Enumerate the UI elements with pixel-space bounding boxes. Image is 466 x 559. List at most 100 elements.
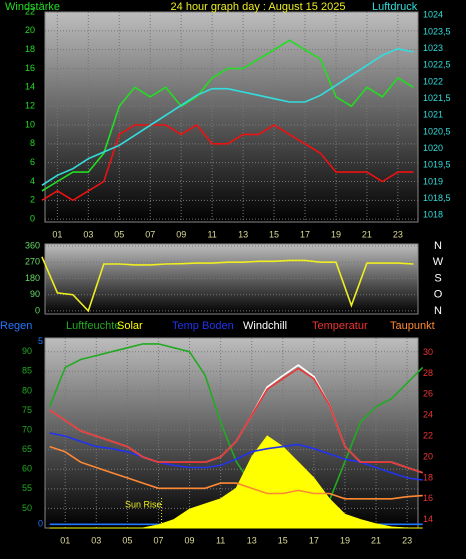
y2-tick-label: N	[434, 240, 442, 252]
y-tick-label: 16	[25, 63, 35, 73]
y2-tick-label: 1018	[423, 210, 443, 220]
y2-tick-label: 1020,5	[423, 126, 451, 136]
y2-tick-label: 1019	[423, 176, 443, 186]
y2-tick-label: 16	[423, 493, 433, 503]
y2-tick-label: 24	[423, 410, 433, 420]
x-tick-label: 17	[309, 535, 319, 545]
x-tick-label: 09	[176, 229, 186, 239]
y2-tick-label: 1019,5	[423, 160, 451, 170]
y-tick-label: 85	[22, 366, 32, 376]
chart-title: 24 hour graph day : August 15 2025	[171, 1, 346, 13]
y2-tick-label: 26	[423, 389, 433, 399]
y2-tick-label: S	[434, 272, 441, 284]
x-tick-label: 01	[52, 229, 62, 239]
y2-tick-label: O	[434, 289, 443, 301]
x-tick-label: 23	[402, 535, 412, 545]
series-line	[41, 123, 414, 202]
x-tick-label: 09	[185, 535, 195, 545]
x-tick-label: 07	[145, 229, 155, 239]
y-tick-label: 70	[22, 424, 32, 434]
y2-tick-label: 1023,5	[423, 26, 451, 36]
y-tick-label: 0	[30, 214, 35, 224]
y-tick-label: 55	[22, 483, 32, 493]
y-tick-label: 180	[25, 273, 40, 283]
y-tick-label: 4	[30, 176, 35, 186]
y-tick-label: 22	[25, 6, 35, 16]
series-line	[49, 445, 423, 500]
y2-tick-label: 1022	[423, 76, 443, 86]
x-tick-label: 19	[340, 535, 350, 545]
x-tick-label: 15	[278, 535, 288, 545]
y2-tick-label: 30	[423, 347, 433, 357]
y2-tick-label: 1021	[423, 110, 443, 120]
y-tick-label: 8	[30, 138, 35, 148]
series-line	[41, 256, 414, 313]
x-tick-label: 03	[83, 229, 93, 239]
y3-tick-label: 0	[38, 519, 43, 529]
x-tick-label: 21	[362, 229, 372, 239]
x-tick-label: 13	[247, 535, 257, 545]
annotation: Sun Rise	[125, 499, 162, 509]
y2-tick-label: 20	[423, 451, 433, 461]
y-tick-label: 14	[25, 82, 35, 92]
x-tick-label: 05	[122, 535, 132, 545]
legend-entry: Taupunkt	[390, 320, 435, 332]
y-tick-label: 60	[22, 464, 32, 474]
series-line	[49, 367, 423, 474]
series-line	[41, 47, 414, 186]
y2-tick-label: 1023	[423, 43, 443, 53]
x-tick-label: 03	[91, 535, 101, 545]
y2-axis-label: Luftdruck	[372, 1, 418, 13]
y-tick-label: 2	[30, 195, 35, 205]
x-tick-label: 17	[300, 229, 310, 239]
x-tick-label: 19	[331, 229, 341, 239]
y-tick-label: 80	[22, 385, 32, 395]
y-axis-label: Windstärke	[5, 1, 60, 13]
y-tick-label: 6	[30, 157, 35, 167]
y-tick-label: 18	[25, 44, 35, 54]
y-tick-label: 270	[25, 257, 40, 267]
y2-tick-label: 18	[423, 472, 433, 482]
x-tick-label: 11	[216, 535, 225, 545]
y2-tick-label: N	[434, 305, 442, 317]
x-tick-label: 01	[60, 535, 70, 545]
y-tick-label: 360	[25, 240, 40, 250]
y-tick-label: 12	[25, 101, 35, 111]
x-tick-label: 21	[371, 535, 381, 545]
legend-entry: Luftfeuchte	[66, 320, 120, 332]
y2-tick-label: 28	[423, 368, 433, 378]
x-tick-label: 23	[393, 229, 403, 239]
x-tick-label: 15	[269, 229, 279, 239]
y-tick-label: 75	[22, 405, 32, 415]
solar-area	[49, 435, 423, 529]
legend-entry: Solar	[117, 320, 143, 332]
series-line	[48, 343, 424, 526]
y-tick-label: 50	[22, 503, 32, 513]
y-tick-label: 10	[25, 119, 35, 129]
y-tick-label: 90	[22, 346, 32, 356]
x-tick-label: 11	[207, 229, 216, 239]
series-line	[41, 39, 414, 192]
y2-tick-label: 14	[423, 514, 433, 524]
y2-tick-label: 22	[423, 431, 433, 441]
x-tick-label: 13	[238, 229, 248, 239]
legend-entry: Windchill	[243, 320, 287, 332]
y-tick-label: 0	[35, 305, 40, 315]
y2-tick-label: 1022,5	[423, 60, 451, 70]
y2-tick-label: 1020	[423, 143, 443, 153]
legend-entry: Regen	[0, 320, 32, 332]
y2-tick-label: 1018,5	[423, 193, 451, 203]
y2-tick-label: W	[433, 256, 444, 268]
y2-tick-label: 1021,5	[423, 93, 451, 103]
plot-area	[44, 243, 419, 315]
legend-entry: Temperatur	[312, 320, 368, 332]
legend-entry: Temp Boden	[172, 320, 234, 332]
x-tick-label: 07	[153, 535, 163, 545]
y3-tick-label: 5	[38, 336, 43, 346]
y-tick-label: 20	[25, 25, 35, 35]
y-tick-label: 90	[30, 289, 40, 299]
y2-tick-label: 1024	[423, 10, 443, 20]
y-tick-label: 65	[22, 444, 32, 454]
